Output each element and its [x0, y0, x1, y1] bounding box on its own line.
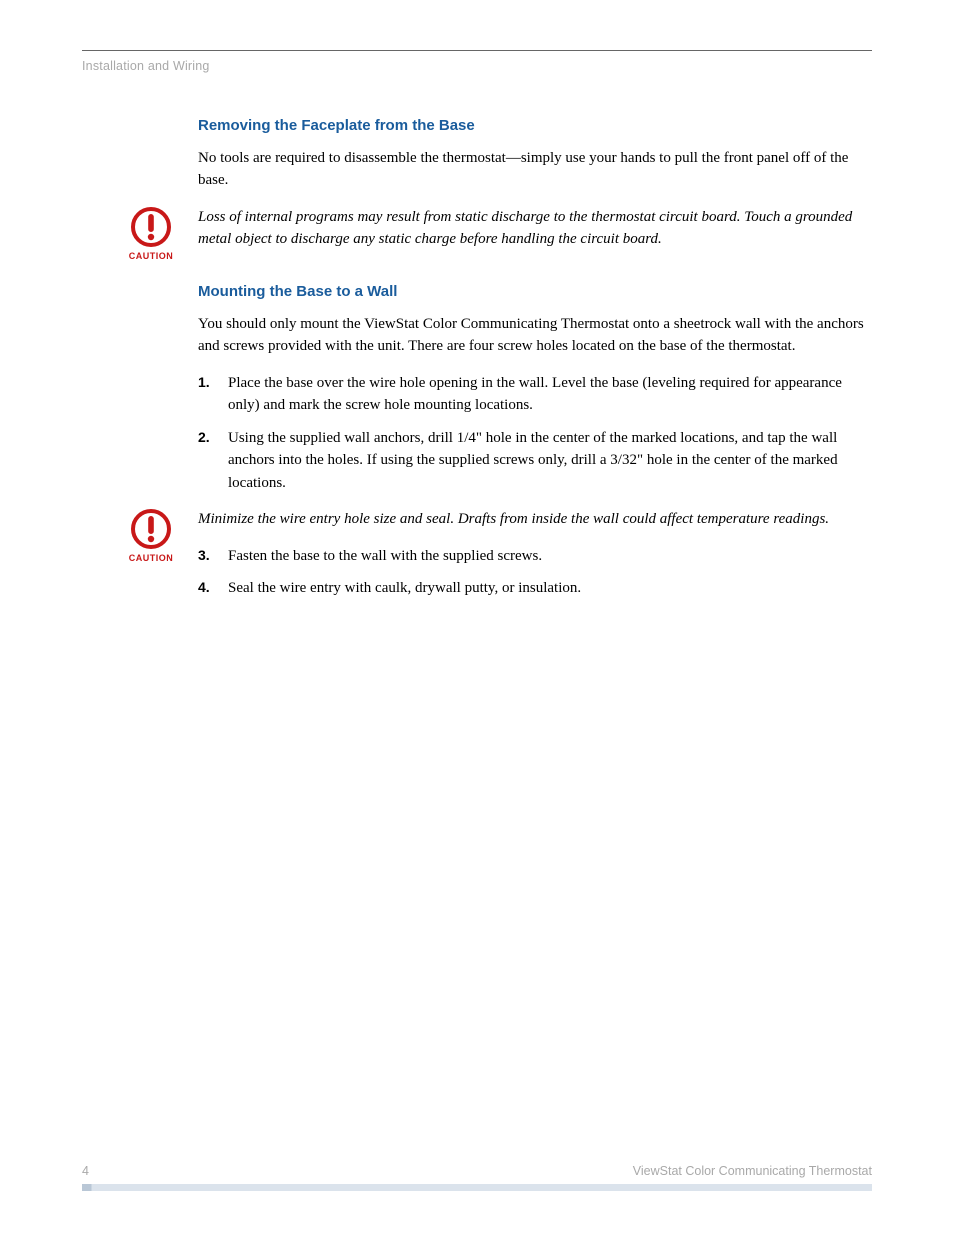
step-text: Fasten the base to the wall with the sup… [228, 548, 542, 564]
list-item: 2. Using the supplied wall anchors, drill… [198, 427, 872, 495]
caution-callout: CAUTION Loss of internal programs may re… [198, 206, 872, 251]
step-number: 1. [198, 372, 210, 393]
caution-text: Minimize the wire entry hole size and se… [198, 508, 872, 531]
body-paragraph: No tools are required to disassemble the… [198, 147, 872, 192]
step-number: 4. [198, 577, 210, 598]
list-item: 4. Seal the wire entry with caulk, drywal… [198, 577, 872, 600]
caution-label: CAUTION [123, 552, 179, 565]
step-number: 2. [198, 427, 210, 448]
caution-icon: CAUTION [123, 508, 179, 565]
step-text: Place the base over the wire hole openin… [228, 375, 842, 414]
step-text: Seal the wire entry with caulk, drywall … [228, 580, 581, 596]
section-heading-faceplate: Removing the Faceplate from the Base [198, 115, 872, 137]
footer-doc-title: ViewStat Color Communicating Thermostat [633, 1164, 872, 1178]
list-item: 3. Fasten the base to the wall with the s… [198, 545, 872, 568]
body-paragraph: You should only mount the ViewStat Color… [198, 313, 872, 358]
list-item: 1. Place the base over the wire hole open… [198, 372, 872, 417]
header-section-label: Installation and Wiring [82, 59, 872, 73]
section-heading-mounting: Mounting the Base to a Wall [198, 281, 872, 303]
caution-callout: CAUTION Minimize the wire entry hole siz… [198, 508, 872, 531]
footer-row: 4 ViewStat Color Communicating Thermosta… [82, 1164, 872, 1184]
page-number: 4 [82, 1164, 89, 1178]
step-number: 3. [198, 545, 210, 566]
page-footer: 4 ViewStat Color Communicating Thermosta… [82, 1164, 872, 1191]
steps-list: 1. Place the base over the wire hole open… [198, 372, 872, 495]
header-rule [82, 50, 872, 51]
caution-icon: CAUTION [123, 206, 179, 263]
steps-list: 3. Fasten the base to the wall with the s… [198, 545, 872, 600]
footer-bar [82, 1184, 872, 1191]
step-text: Using the supplied wall anchors, drill 1… [228, 430, 838, 491]
page-content-area: Installation and Wiring Removing the Fac… [82, 50, 872, 1185]
main-content: Removing the Faceplate from the Base No … [198, 115, 872, 600]
caution-label: CAUTION [123, 250, 179, 263]
caution-text: Loss of internal programs may result fro… [198, 206, 872, 251]
